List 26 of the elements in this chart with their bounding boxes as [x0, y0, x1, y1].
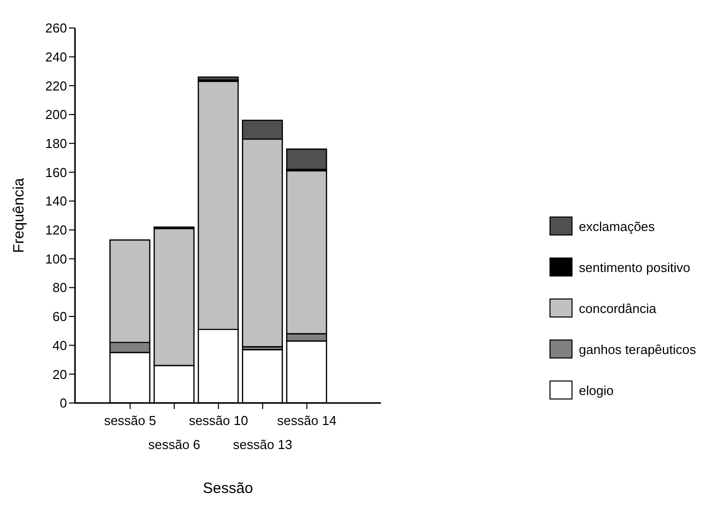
y-tick-label: 260 [45, 20, 67, 36]
x-tick-label: sessão 13 [233, 437, 292, 452]
legend-label: elogio [578, 382, 614, 398]
x-axis-title: Sessão [202, 480, 253, 497]
x-tick-label: sessão 5 [104, 413, 156, 428]
legend-label: ganhos terapêuticos [578, 342, 696, 356]
y-tick-label: 40 [52, 338, 67, 353]
y-tick-label: 200 [45, 107, 67, 122]
x-tick-label: sessão 6 [148, 437, 200, 452]
y-tick-label: 160 [45, 164, 67, 180]
y-tick-label: 220 [45, 78, 67, 94]
x-tick-label: sessão 14 [277, 413, 336, 428]
legend-label: sentimento positivo [578, 260, 690, 274]
y-tick-label: 60 [52, 309, 67, 324]
y-tick-label: 20 [52, 366, 67, 382]
y-tick-label: 80 [52, 280, 67, 296]
x-tick-label: sessão 10 [188, 413, 248, 428]
y-tick-label: 240 [45, 49, 67, 64]
y-tick-label: 120 [45, 222, 67, 238]
y-tick-label: 180 [45, 136, 67, 151]
legend-label: exclamações [578, 218, 655, 234]
y-axis-title: Frequência [10, 177, 28, 254]
y-tick-label: 140 [45, 194, 67, 209]
legend-label: concordância [578, 300, 656, 316]
y-tick-label: 100 [45, 251, 67, 266]
y-tick-label: 0 [60, 396, 67, 411]
